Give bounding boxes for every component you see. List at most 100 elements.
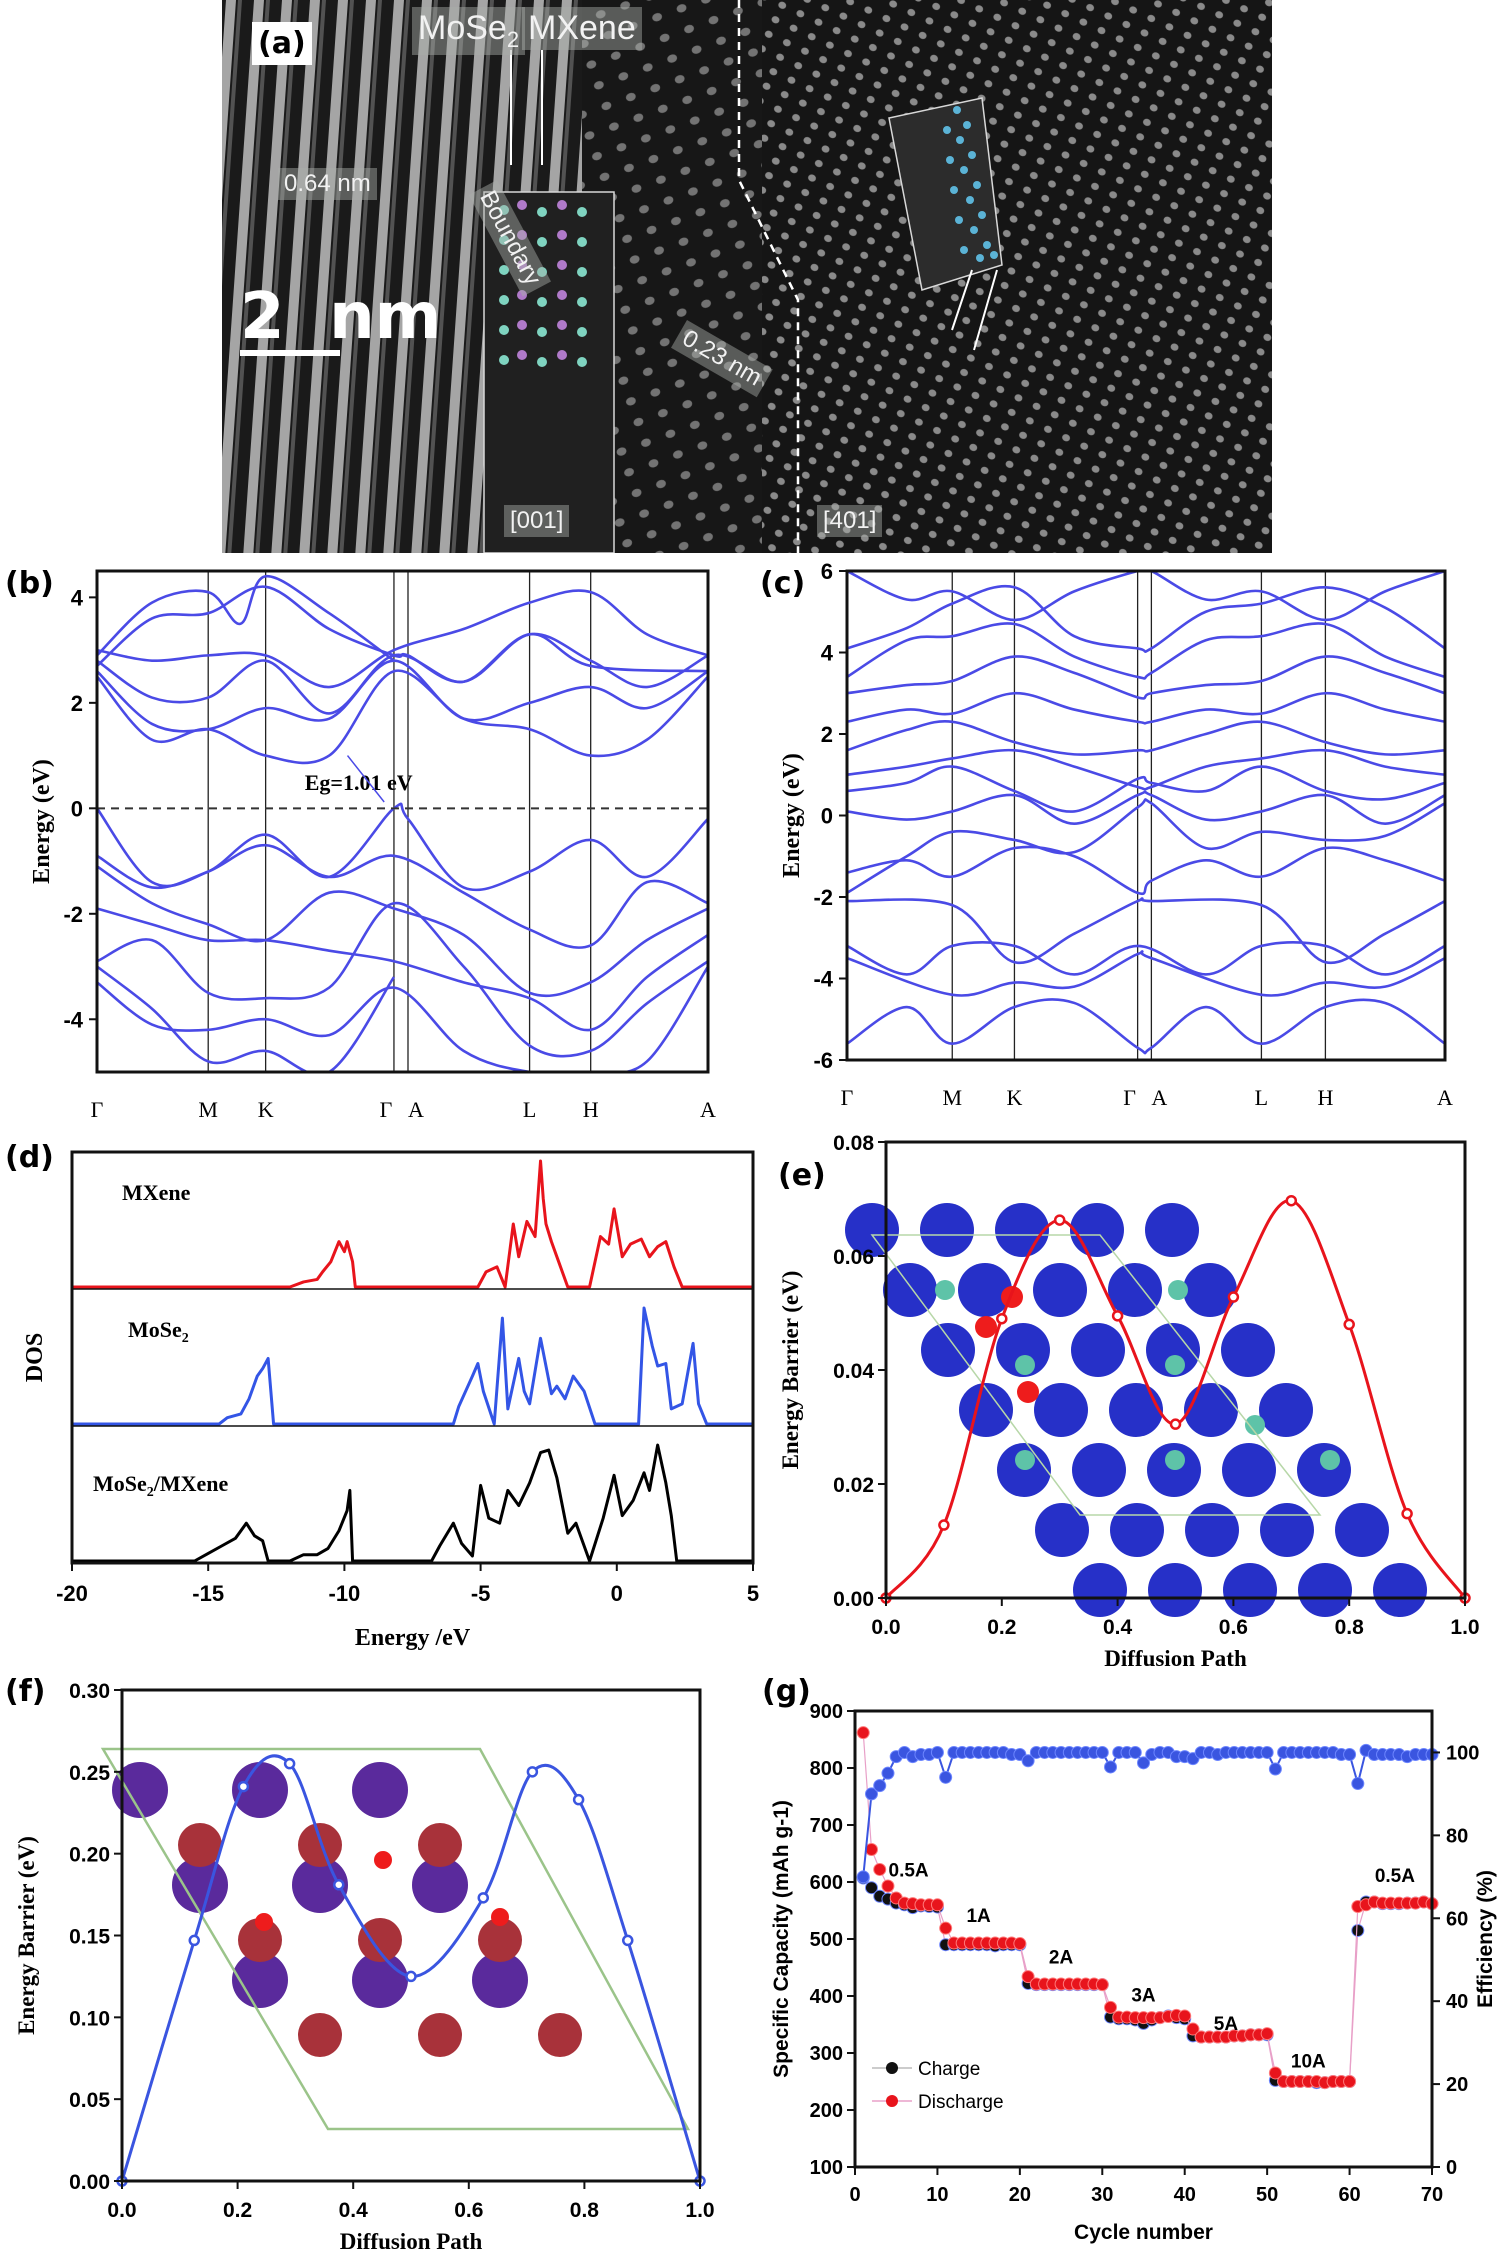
band-line: [847, 622, 1445, 680]
x-tick-label: 30: [1091, 2184, 1113, 2206]
y-tick-label: 400: [810, 1986, 843, 2008]
y-tick-label: 300: [810, 2043, 843, 2065]
data-point: [237, 1780, 250, 1793]
plot-frame: [884, 1140, 1467, 1600]
dos-series-label: MoSe2/MXene: [93, 1471, 229, 1500]
y-tick-label: 0.00: [833, 1588, 874, 1611]
x-tick-label: 0: [849, 2184, 860, 2206]
kpoint-label: M: [198, 1097, 218, 1120]
data-point: [1111, 1310, 1124, 1322]
label-spacing-0-64: 0.64 nm: [278, 168, 377, 200]
plot-frame: [120, 1688, 702, 2183]
chart-energy-barrier-heterostructure: 0.0 0.2 0.4 0.6 0.8 1.0 0.00 0.02 0.04 0.06 0.08 Di…: [778, 1132, 1480, 1670]
data-point: [1268, 2066, 1282, 2080]
x-tick-label: 0.6: [454, 2199, 483, 2222]
data-point: [930, 1745, 944, 1759]
y-axis-label: Energy (eV): [779, 753, 805, 878]
band-line: [847, 798, 1445, 895]
x-axis-label: Cycle number: [1074, 2221, 1213, 2244]
dos-curve: [72, 1159, 753, 1289]
data-point: [1401, 1507, 1413, 1520]
scale-bar: [240, 350, 340, 356]
kpoint-label: Γ: [841, 1085, 854, 1110]
band-gap-annotation: Eg=1.01 eV: [305, 770, 413, 795]
kpoint-label: A: [408, 1097, 424, 1120]
boundary-line: [737, 0, 800, 553]
kpoint-label: A: [1437, 1085, 1453, 1110]
dos-series-label: MXene: [122, 1180, 191, 1205]
data-point: [1343, 2075, 1357, 2088]
data-point: [477, 1892, 489, 1904]
data-point: [856, 1726, 870, 1740]
kpoint-label: L: [523, 1097, 536, 1120]
data-point: [873, 1862, 887, 1876]
panel-letter-c: (c): [760, 566, 806, 601]
data-point: [1095, 1978, 1109, 1992]
band-line: [97, 574, 395, 662]
x-axis-label: Diffusion Path: [1104, 1646, 1247, 1670]
x-tick-label: 5: [747, 1581, 759, 1606]
y-tick-label: 0.05: [69, 2089, 110, 2112]
plot-frame: [70, 1150, 755, 1565]
data-point: [405, 1970, 417, 1983]
legend-marker: [886, 2062, 898, 2074]
y-tick-label: -4: [63, 1007, 83, 1032]
y-tick-label: 200: [810, 2100, 843, 2122]
data-point: [572, 1793, 585, 1806]
y-axis-label: Energy Barrier (eV): [778, 1271, 803, 1470]
y2-tick-label: 60: [1446, 1908, 1468, 1930]
kpoint-label: H: [1317, 1085, 1333, 1110]
chart-energy-barrier-mose2: 0.0 0.2 0.4 0.6 0.8 1.0 0.00 0.05 0.10 0.15 0.20 0.…: [14, 1680, 715, 2254]
data-point: [1021, 1970, 1035, 1984]
kpoint-label: A: [1151, 1085, 1167, 1110]
panel-letter-b: (b): [5, 566, 54, 601]
x-tick-label: 60: [1338, 2184, 1360, 2206]
rate-label: 2A: [1049, 1948, 1074, 1969]
data-point: [939, 1770, 953, 1784]
y-axis-label: DOS: [22, 1333, 48, 1382]
data-point: [283, 1757, 296, 1770]
band-line: [847, 748, 1445, 791]
legend-label: Charge: [918, 2059, 980, 2080]
bands: [847, 571, 1445, 1055]
mxene-atomic-model: [943, 106, 998, 262]
kpoint-label: M: [942, 1085, 962, 1110]
bands: [97, 574, 708, 1072]
plot-frame: [95, 569, 710, 1074]
x-tick-label: 0.4: [339, 2199, 369, 2222]
band-line: [847, 571, 1445, 622]
rate-label: 1A: [966, 1906, 991, 1927]
x-tick-label: 1.0: [685, 2199, 714, 2222]
band-line: [847, 655, 1445, 700]
y-tick-label: 100: [810, 2157, 843, 2179]
band-line: [847, 765, 1445, 813]
band-line: [97, 865, 708, 998]
x-tick-label: 0.2: [987, 1616, 1016, 1639]
legend-label: Discharge: [918, 2092, 1004, 2113]
data-point: [1021, 1754, 1035, 1768]
data-point: [864, 1787, 878, 1801]
data-point: [864, 1881, 878, 1895]
data-point: [1227, 1291, 1240, 1303]
x-tick-label: 20: [1009, 2184, 1031, 2206]
y2-tick-label: 40: [1446, 1991, 1468, 2013]
data-point: [996, 1312, 1008, 1325]
band-line: [97, 965, 396, 1072]
band-gap-arrow: [346, 755, 385, 803]
band-line: [847, 584, 1445, 653]
data-point: [939, 1921, 953, 1935]
kpoint-label: L: [1255, 1085, 1268, 1110]
y-tick-label: 0.30: [69, 1680, 110, 1703]
y2-tick-label: 100: [1446, 1742, 1479, 1764]
y-tick-label: 0.10: [69, 2007, 110, 2030]
y-tick-label: 900: [810, 1701, 843, 1723]
y-tick-label: 6: [821, 559, 833, 584]
data-point: [1169, 1418, 1182, 1430]
mose2-atomic-model: [499, 200, 587, 367]
y-tick-label: 0: [821, 804, 833, 829]
data-point: [1268, 1762, 1282, 1776]
y-tick-label: 0.04: [833, 1360, 874, 1383]
band-line: [847, 691, 1445, 725]
li-ion: [491, 1908, 509, 1926]
data-point: [1186, 2022, 1200, 2036]
